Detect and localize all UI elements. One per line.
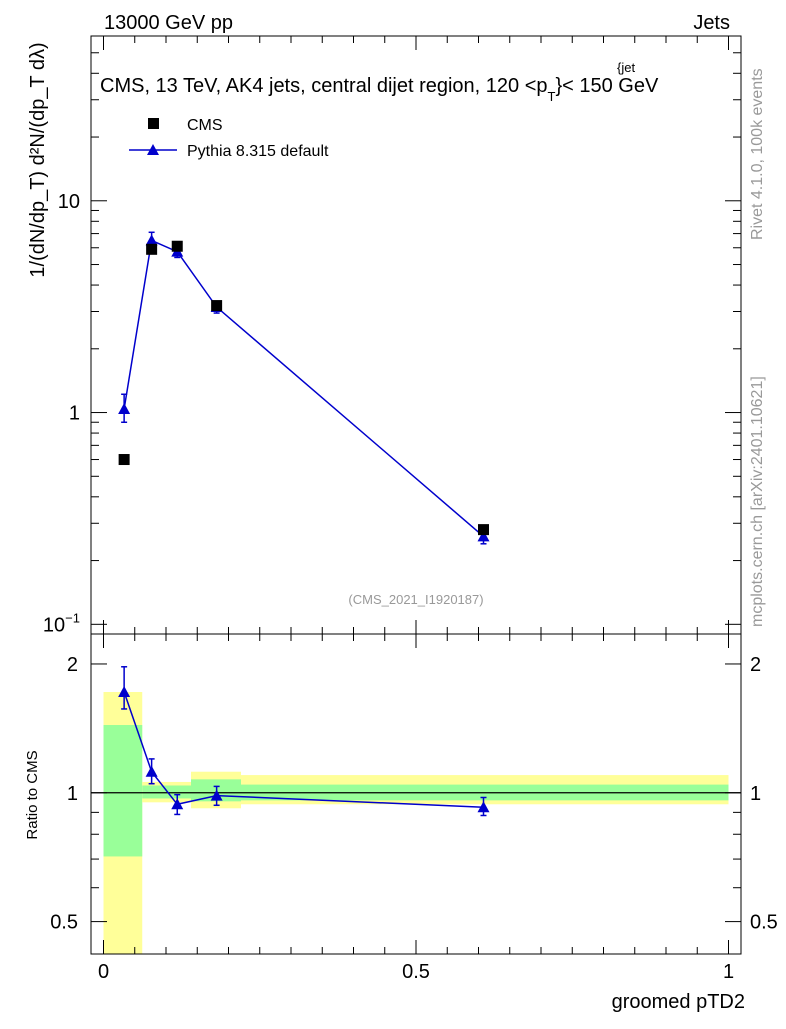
ratio-mc-point	[118, 685, 131, 697]
main-ytick-label-sup: −1	[65, 610, 80, 625]
ratio-band-inner	[103, 725, 143, 857]
analysis-title-tail: }< 150 GeV	[555, 75, 659, 97]
ratio-ylabel: Ratio to CMS	[24, 750, 41, 839]
main-ytick-label-base: 10	[58, 191, 80, 213]
ratio-xlabel: groomed pTD2	[612, 991, 745, 1013]
main-ytick-label: 10	[58, 191, 80, 213]
legend-mc-marker	[147, 144, 159, 155]
mcplots-label-text: mcplots.cern.ch [arXiv:2401.10621]	[749, 376, 766, 627]
ratio-mc-point	[171, 798, 184, 810]
rivet-label-text: Rivet 4.1.0, 100k events	[749, 68, 766, 240]
ratio-xtick-labels: 0 0.5 1	[98, 961, 734, 983]
ratio-mc-point	[210, 789, 223, 801]
ratio-ytick-label-left: 2	[67, 654, 78, 676]
analysis-id: (CMS_2021_I1920187)	[348, 592, 483, 607]
main-data-series	[118, 240, 489, 536]
main-mc-point	[118, 402, 131, 414]
category-label: Jets	[693, 12, 730, 34]
analysis-title-superscript: {jet	[617, 60, 635, 75]
main-mc-point	[477, 530, 490, 542]
main-ytick-label: 10−1	[43, 610, 80, 636]
main-data-point	[146, 243, 158, 255]
legend-data-marker	[148, 118, 159, 129]
mcplots-label: mcplots.cern.ch [arXiv:2401.10621]	[749, 376, 766, 627]
analysis-title: CMS, 13 TeV, AK4 jets, central dijet reg…	[100, 75, 659, 104]
ratio-axis-ticks	[91, 634, 741, 954]
energy-label: 13000 GeV pp	[104, 12, 233, 34]
ratio-mc-series	[118, 666, 490, 817]
main-data-point	[211, 300, 223, 312]
ratio-ytick-label-left: 1	[67, 783, 78, 805]
ratio-xtick-label: 1	[723, 961, 734, 983]
ratio-ytick-labels-right: 0.5 1 2	[750, 654, 778, 934]
main-data-point	[171, 240, 183, 252]
ratio-ytick-label-right: 1	[750, 783, 761, 805]
ratio-ytick-label-left: 0.5	[50, 912, 78, 934]
ratio-mc-point	[477, 801, 490, 813]
legend-data-label: CMS	[187, 117, 223, 134]
main-mc-point	[145, 234, 158, 246]
main-mc-line	[123, 239, 484, 538]
ratio-xtick-label: 0	[98, 961, 109, 983]
ratio-xtick-label: 0.5	[402, 961, 430, 983]
analysis-title-main: CMS, 13 TeV, AK4 jets, central dijet reg…	[100, 75, 548, 97]
analysis-title-sub: T	[548, 89, 556, 104]
ratio-bands	[91, 691, 741, 954]
rivet-label: Rivet 4.1.0, 100k events	[749, 68, 766, 240]
main-mc-series	[118, 231, 490, 545]
ratio-ytick-label-right: 0.5	[750, 912, 778, 934]
main-ylabel: 1/(dN/dp_T) d²N/(dp_T dλ)	[27, 42, 49, 277]
ratio-ytick-label-right: 2	[750, 654, 761, 676]
main-axis-ticks	[91, 35, 741, 634]
main-ytick-label-base: 10	[43, 614, 65, 636]
main-data-point	[118, 454, 130, 466]
main-ytick-label-base: 1	[69, 403, 80, 425]
ratio-mc-point	[145, 765, 158, 777]
legend-mc-label: Pythia 8.315 default	[187, 143, 329, 160]
ratio-ylabel-text: Ratio to CMS	[24, 750, 41, 839]
main-data-point	[478, 524, 489, 536]
main-ylabel-text: 1/(dN/dp_T) d²N/(dp_T dλ)	[27, 42, 49, 277]
main-ytick-label: 1	[69, 403, 80, 425]
ratio-ytick-labels: 0.5 1 2	[50, 654, 78, 934]
